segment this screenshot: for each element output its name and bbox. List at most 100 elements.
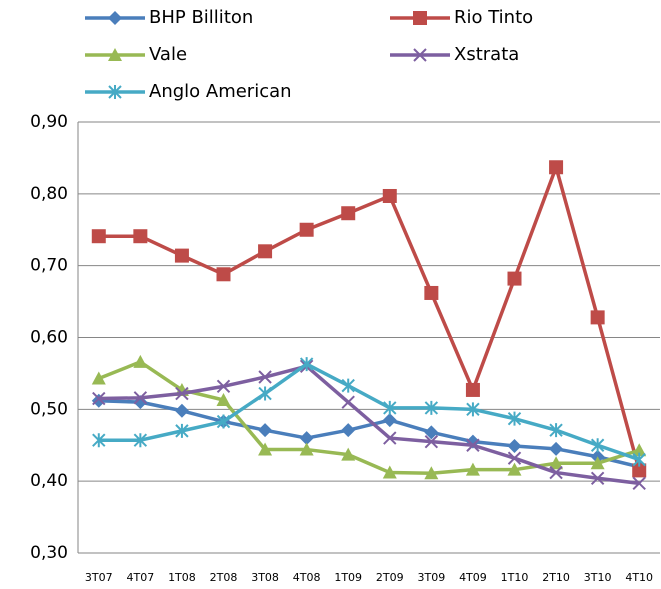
marker (507, 451, 522, 465)
marker (133, 433, 148, 448)
marker (341, 395, 355, 409)
marker (507, 438, 522, 453)
marker (424, 434, 439, 449)
marker (632, 452, 646, 467)
series (92, 359, 646, 491)
x-tick-label: 1T10 (501, 571, 529, 584)
marker (341, 378, 355, 393)
x-tick-label: 4T09 (459, 571, 487, 584)
x-tick-label: 3T07 (85, 571, 113, 584)
marker (382, 188, 397, 203)
marker (216, 379, 231, 394)
marker (175, 423, 189, 438)
x-tick-label: 2T09 (376, 571, 404, 584)
y-tick-label: 0,70 (30, 256, 68, 276)
marker (174, 248, 189, 263)
marker (383, 400, 397, 415)
marker (549, 441, 564, 456)
marker (92, 433, 106, 448)
marker (258, 244, 273, 259)
x-tick-label: 4T10 (625, 571, 653, 584)
x-tick-label: 4T08 (293, 571, 321, 584)
legend-label: Vale (149, 44, 187, 65)
marker (424, 400, 439, 415)
marker (133, 391, 148, 405)
x-tick-label: 3T10 (584, 571, 612, 584)
marker (299, 442, 314, 456)
line (98, 362, 640, 462)
marker (341, 206, 356, 221)
marker (108, 11, 122, 25)
marker (549, 423, 563, 438)
marker (133, 354, 148, 368)
marker (383, 431, 397, 445)
line (98, 364, 640, 486)
marker (466, 402, 480, 417)
marker (382, 413, 397, 428)
x-tick-label: 4T07 (126, 571, 154, 584)
marker (413, 48, 427, 62)
series (92, 357, 646, 467)
y-tick-label: 0,90 (30, 112, 68, 132)
marker (258, 386, 272, 401)
y-tick-label: 0,40 (30, 471, 68, 491)
line (98, 398, 640, 469)
marker (91, 229, 106, 244)
marker (590, 456, 605, 470)
marker (549, 160, 564, 175)
series (91, 160, 647, 478)
legend-label: Rio Tinto (454, 7, 533, 28)
marker (258, 370, 272, 384)
marker (590, 471, 605, 486)
marker (590, 310, 605, 325)
marker (549, 465, 563, 480)
marker (92, 391, 106, 406)
marker (424, 466, 439, 480)
marker (632, 443, 647, 457)
x-tick-label: 2T08 (210, 571, 238, 584)
marker (507, 462, 522, 476)
marker (108, 48, 122, 61)
marker (299, 431, 314, 446)
marker (424, 285, 439, 300)
marker (174, 403, 189, 418)
marker (341, 447, 356, 461)
series (91, 354, 647, 480)
marker (590, 438, 605, 453)
marker (133, 229, 148, 244)
marker (424, 425, 439, 440)
y-tick-label: 0,60 (30, 328, 68, 348)
x-tick-label: 3T09 (417, 571, 445, 584)
marker (258, 442, 273, 456)
x-tick-label: 1T09 (334, 571, 362, 584)
legend-label: Anglo American (149, 81, 292, 102)
y-tick-label: 0,30 (30, 543, 68, 563)
legend-label: Xstrata (454, 44, 519, 65)
marker (465, 462, 480, 476)
marker (258, 423, 273, 438)
marker (341, 423, 356, 438)
marker (216, 267, 231, 282)
marker (108, 85, 122, 99)
line (98, 360, 640, 476)
y-tick-label: 0,80 (30, 184, 68, 204)
marker (91, 393, 106, 408)
marker (216, 414, 231, 429)
x-tick-label: 3T08 (251, 571, 279, 584)
x-tick-label: 1T08 (168, 571, 196, 584)
marker (465, 382, 480, 397)
marker (632, 476, 646, 491)
marker (549, 456, 564, 470)
marker (91, 371, 106, 385)
marker (216, 392, 231, 406)
marker (299, 357, 314, 372)
x-tick-label: 2T10 (542, 571, 570, 584)
marker (299, 222, 314, 237)
legend-label: BHP Billiton (149, 7, 253, 28)
marker (507, 271, 522, 286)
marker (175, 386, 189, 401)
marker (507, 411, 522, 426)
marker (466, 438, 480, 452)
y-tick-label: 0,50 (30, 399, 68, 419)
